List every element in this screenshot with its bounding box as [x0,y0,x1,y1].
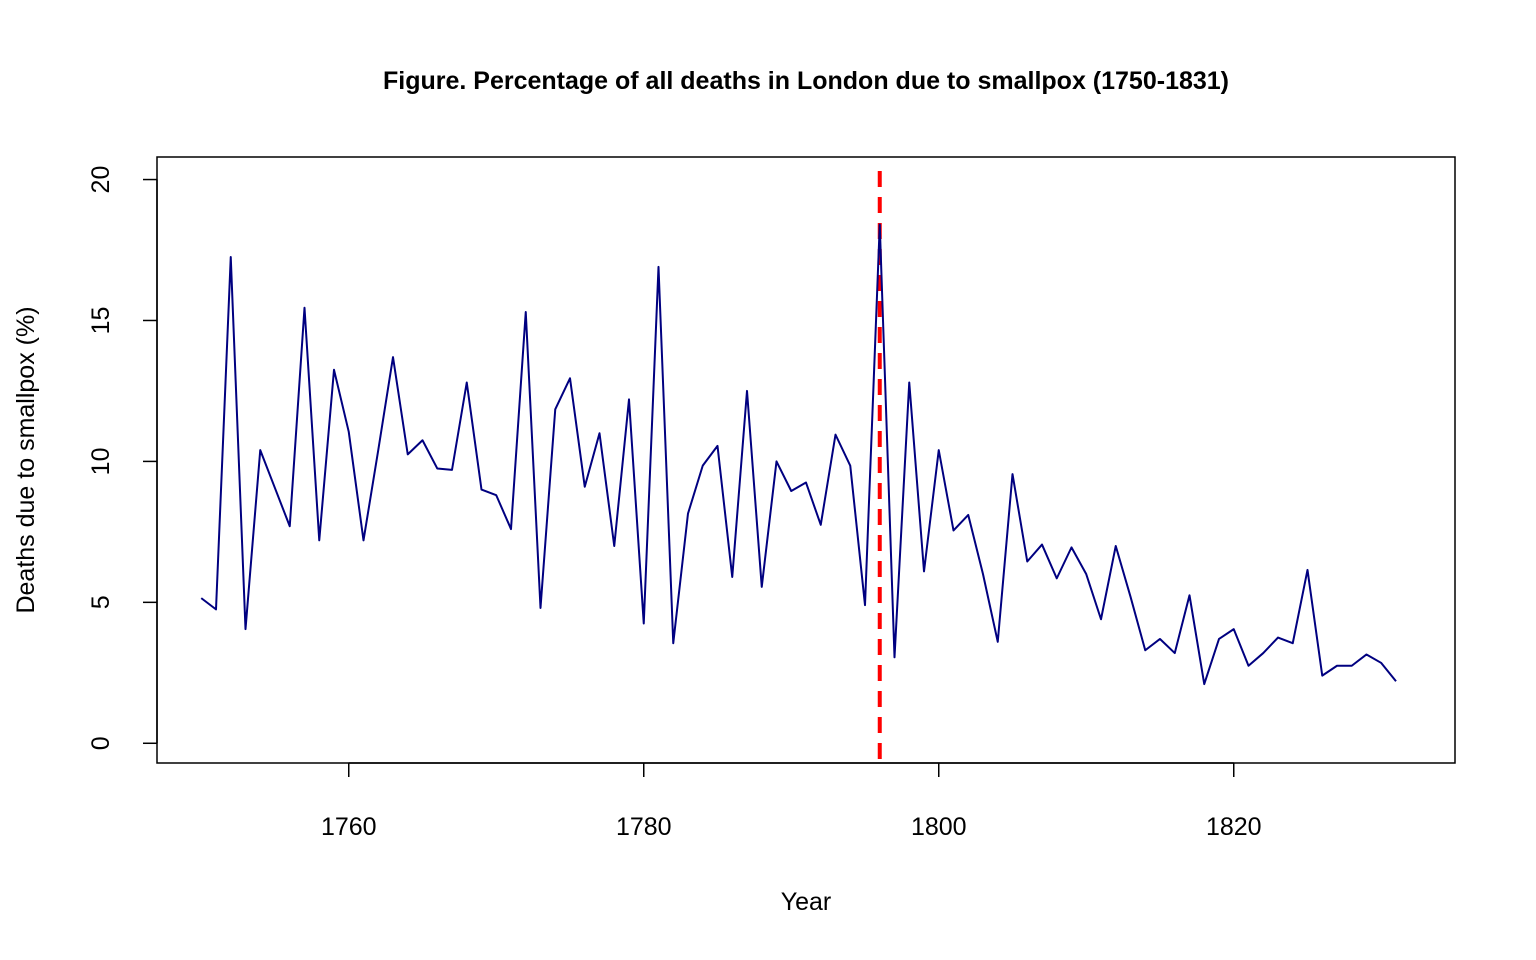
y-tick-label: 10 [87,448,115,476]
series-line [200,223,1397,686]
y-axis-label: Deaths due to smallpox (%) [12,306,40,613]
y-axis: 0 5 10 15 20 [87,166,158,750]
y-tick-label: 5 [87,595,115,609]
x-tick-label: 1760 [321,813,377,841]
x-tick-label: 1780 [616,813,672,841]
y-tick-label: 0 [87,736,115,750]
x-tick-label: 1820 [1206,813,1262,841]
y-tick-label: 15 [87,307,115,335]
y-tick-label: 20 [87,166,115,194]
series-layer [200,223,1397,686]
x-tick-label: 1800 [911,813,967,841]
x-axis-label: Year [781,888,832,916]
x-axis: 1760 1780 1800 1820 [321,762,1262,841]
chart-title: Figure. Percentage of all deaths in Lond… [383,67,1229,95]
